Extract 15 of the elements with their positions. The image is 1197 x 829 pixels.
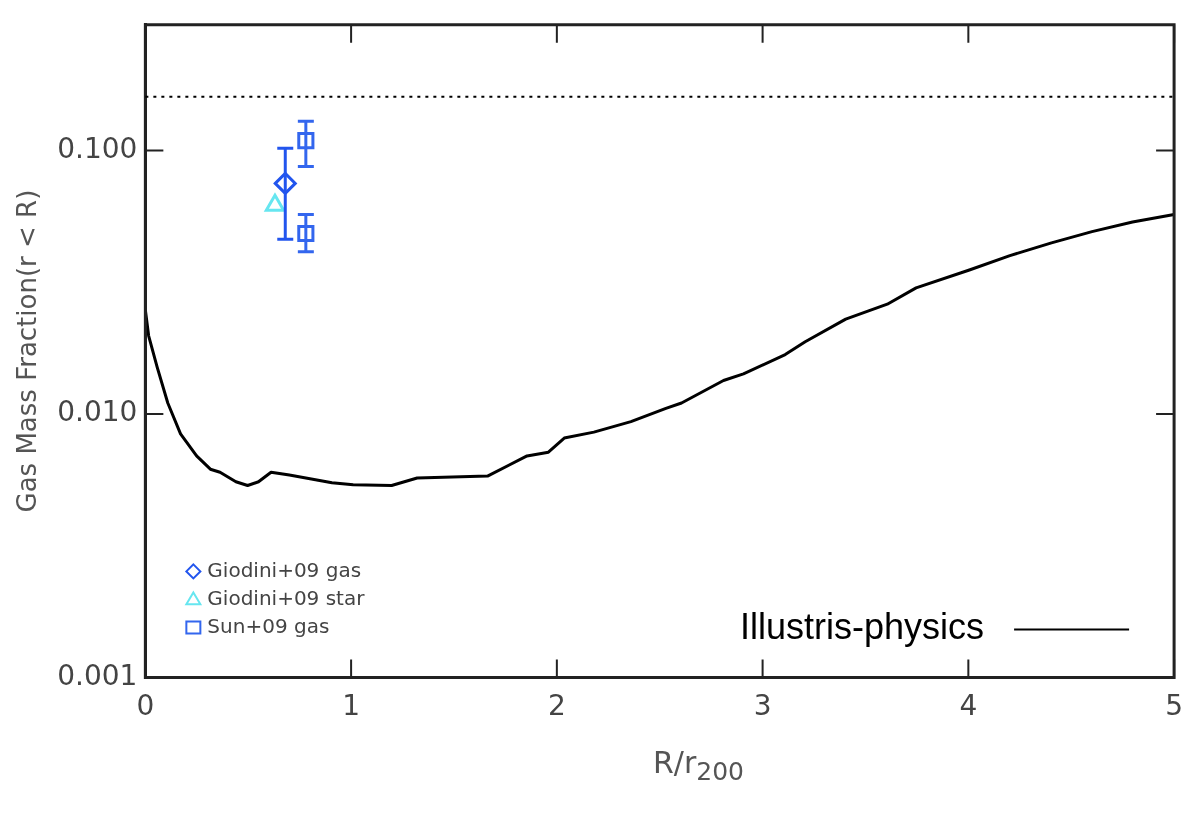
x-tick-label: 0 (136, 689, 155, 723)
x-tick-label: 5 (1165, 689, 1184, 723)
x-axis-title: R/r$_{200}$ (652, 745, 745, 786)
legend-label: Giodini+09 star (207, 585, 366, 610)
legend-label: Giodini+09 gas (207, 557, 362, 582)
y-tick-label: 0.100 (57, 131, 138, 165)
x-tick-label: 3 (753, 689, 772, 723)
x-tick-label: 2 (547, 689, 566, 723)
y-axis-title: Gas Mass Fraction(r < R) (12, 189, 43, 513)
x-tick-label: 4 (959, 689, 978, 723)
y-tick-label: 0.001 (57, 658, 138, 692)
x-tick-label: 1 (342, 689, 361, 723)
text: Illustris-physics (740, 606, 985, 648)
y-tick-label: 0.010 (57, 395, 138, 429)
legend-label: Sun+09 gas (207, 613, 330, 638)
